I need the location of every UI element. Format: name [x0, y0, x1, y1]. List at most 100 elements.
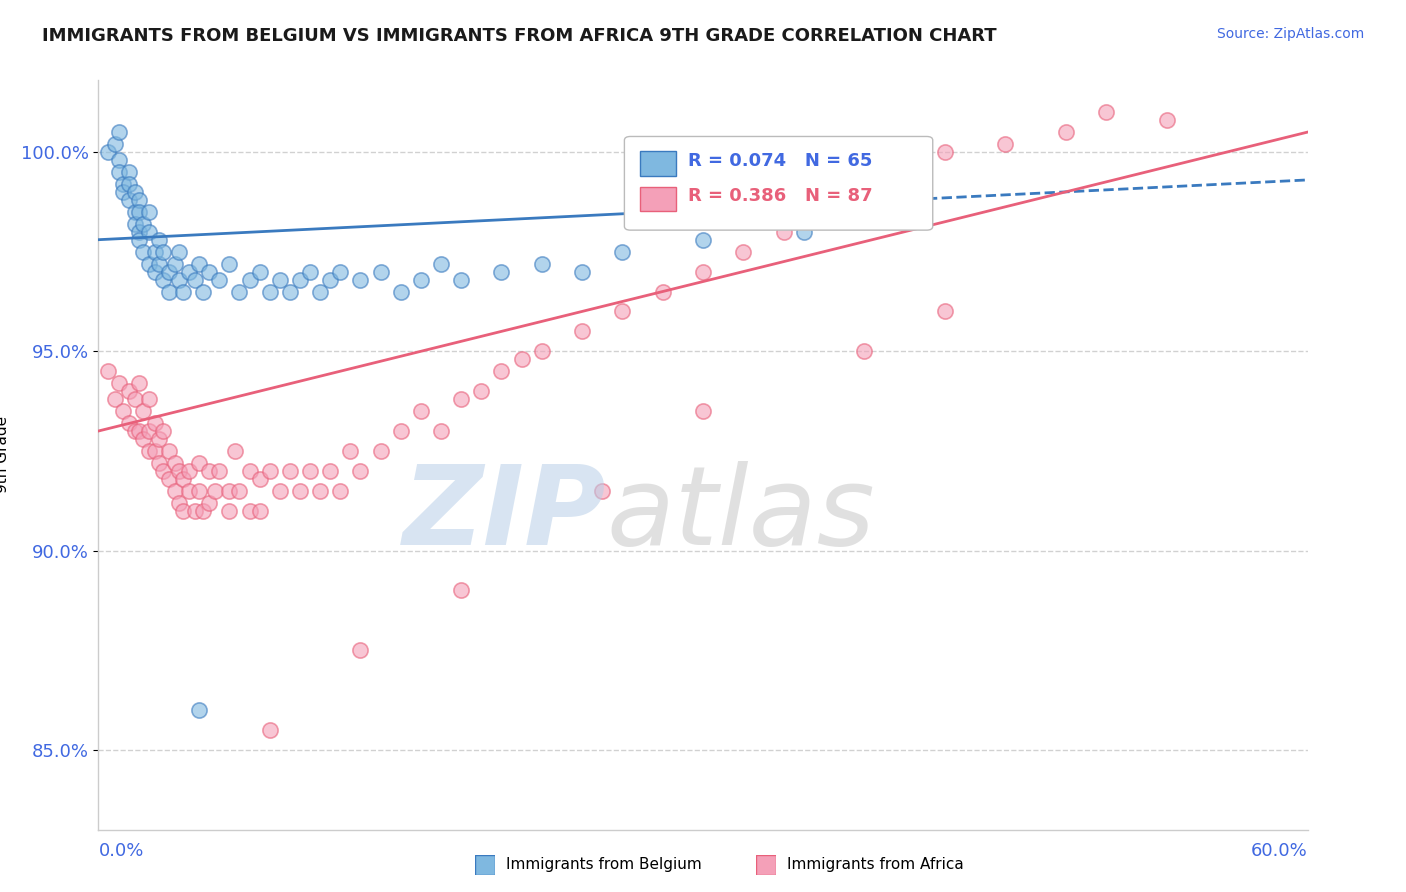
Point — [450, 392, 472, 406]
Point — [118, 193, 141, 207]
Point — [430, 257, 453, 271]
Point — [249, 264, 271, 278]
Point — [309, 483, 332, 498]
Point — [339, 444, 361, 458]
Text: Immigrants from Belgium: Immigrants from Belgium — [506, 857, 702, 872]
Point — [184, 272, 207, 286]
Point — [733, 244, 755, 259]
Point — [118, 416, 141, 430]
Point — [148, 456, 170, 470]
Point — [1054, 125, 1077, 139]
Point — [259, 723, 281, 737]
Point — [934, 145, 956, 159]
Point — [370, 444, 392, 458]
Point — [143, 244, 166, 259]
Point — [188, 483, 211, 498]
Point — [249, 504, 271, 518]
Point — [163, 483, 186, 498]
Point — [259, 464, 281, 478]
Point — [239, 504, 262, 518]
Point — [138, 424, 160, 438]
Point — [143, 416, 166, 430]
Y-axis label: 9th Grade: 9th Grade — [0, 417, 10, 493]
Point — [349, 272, 371, 286]
Point — [188, 456, 211, 470]
Point — [319, 464, 342, 478]
Point — [239, 272, 262, 286]
Point — [124, 204, 146, 219]
Text: R = 0.074   N = 65: R = 0.074 N = 65 — [689, 153, 873, 170]
Point — [198, 264, 221, 278]
Text: R = 0.386   N = 87: R = 0.386 N = 87 — [689, 187, 873, 205]
Point — [167, 464, 190, 478]
Point — [228, 285, 250, 299]
Point — [118, 177, 141, 191]
Bar — [640, 152, 676, 177]
FancyBboxPatch shape — [624, 136, 932, 230]
Point — [132, 404, 155, 418]
Point — [111, 185, 134, 199]
Point — [269, 272, 291, 286]
Point — [278, 464, 301, 478]
Point — [138, 225, 160, 239]
Point — [853, 185, 876, 199]
Point — [491, 364, 513, 378]
Point — [269, 483, 291, 498]
Point — [288, 483, 311, 498]
Point — [349, 643, 371, 657]
Point — [138, 204, 160, 219]
Point — [103, 136, 125, 151]
Point — [193, 504, 215, 518]
Point — [389, 424, 412, 438]
Point — [124, 424, 146, 438]
Point — [198, 464, 221, 478]
Point — [118, 165, 141, 179]
Text: IMMIGRANTS FROM BELGIUM VS IMMIGRANTS FROM AFRICA 9TH GRADE CORRELATION CHART: IMMIGRANTS FROM BELGIUM VS IMMIGRANTS FR… — [42, 27, 997, 45]
Point — [772, 225, 794, 239]
Point — [218, 483, 240, 498]
Point — [132, 432, 155, 446]
Point — [329, 483, 352, 498]
Point — [571, 324, 593, 338]
Point — [612, 244, 634, 259]
Point — [510, 352, 533, 367]
Point — [132, 244, 155, 259]
Point — [152, 272, 174, 286]
Point — [184, 504, 207, 518]
Point — [103, 392, 125, 406]
Point — [128, 233, 150, 247]
Point — [692, 233, 714, 247]
Point — [491, 264, 513, 278]
Point — [278, 285, 301, 299]
Point — [167, 272, 190, 286]
Text: 60.0%: 60.0% — [1251, 841, 1308, 860]
Point — [111, 177, 134, 191]
Point — [138, 392, 160, 406]
Point — [450, 272, 472, 286]
Point — [172, 472, 194, 486]
Point — [571, 264, 593, 278]
Point — [128, 424, 150, 438]
Point — [124, 392, 146, 406]
Point — [309, 285, 332, 299]
Point — [228, 483, 250, 498]
Point — [218, 257, 240, 271]
Point — [288, 272, 311, 286]
Point — [128, 376, 150, 391]
Point — [208, 272, 231, 286]
Point — [530, 344, 553, 359]
Point — [813, 204, 835, 219]
Point — [319, 272, 342, 286]
Point — [370, 264, 392, 278]
Point — [430, 424, 453, 438]
Point — [97, 145, 120, 159]
Point — [124, 217, 146, 231]
Point — [107, 165, 129, 179]
Point — [157, 444, 180, 458]
Point — [179, 464, 201, 478]
Point — [167, 496, 190, 510]
Point — [389, 285, 412, 299]
Point — [349, 464, 371, 478]
Point — [132, 217, 155, 231]
Point — [143, 444, 166, 458]
